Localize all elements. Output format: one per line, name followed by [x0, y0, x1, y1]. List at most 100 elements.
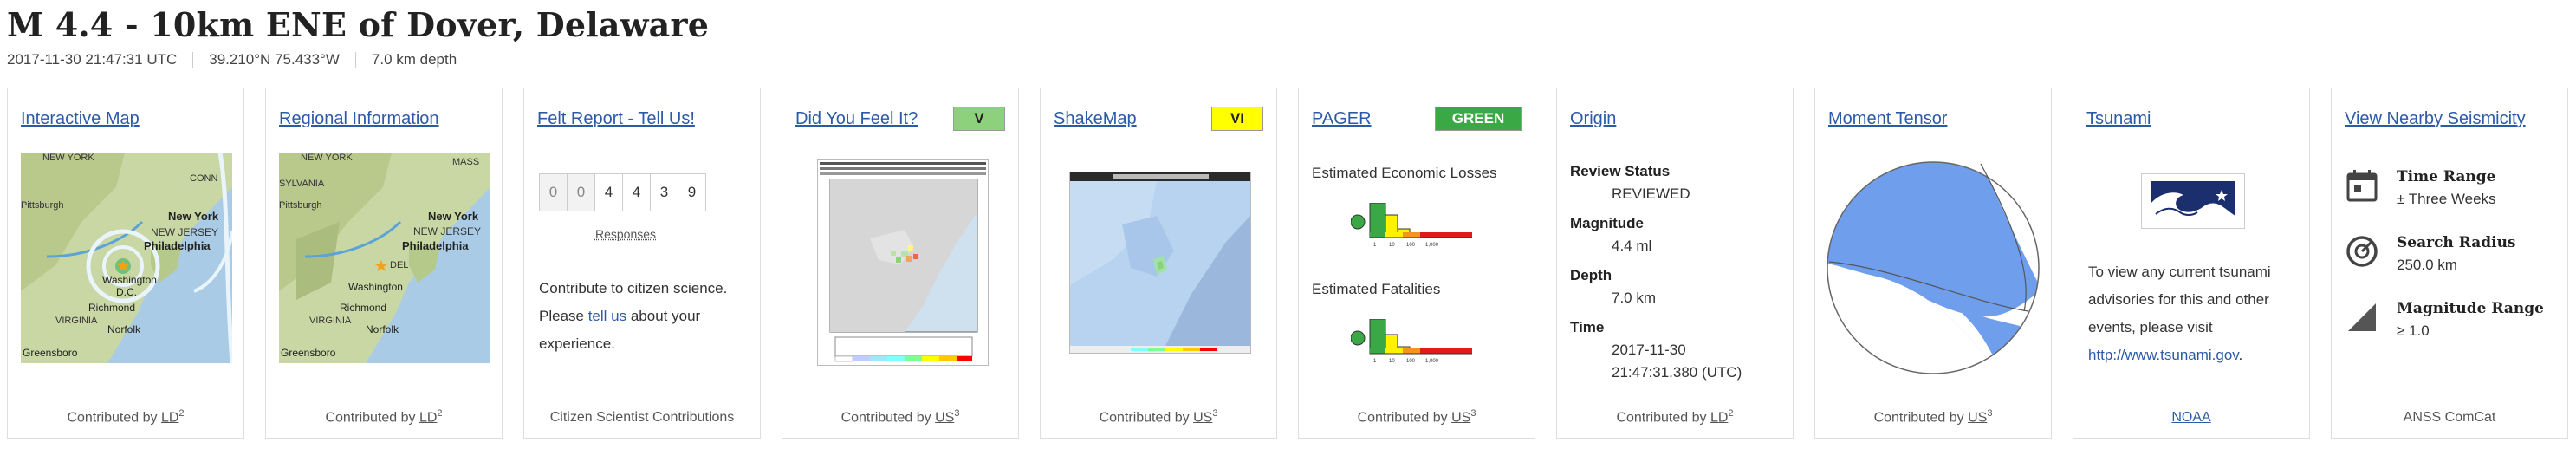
time-range-item: Time Range ± Three Weeks: [2345, 168, 2559, 208]
map-label: CONN: [190, 173, 218, 184]
map-label: Norfolk: [366, 323, 399, 335]
map-label: Greensboro: [23, 347, 78, 359]
svg-text:1: 1: [1373, 243, 1377, 248]
interactive-map-thumbnail[interactable]: NEW YORK CONN Pittsburgh New York NEW JE…: [21, 153, 232, 363]
map-label: MASS: [452, 157, 480, 167]
contributed-by: Contributed by LD2: [1616, 407, 1734, 425]
counter-digit: 0: [568, 174, 595, 211]
tsunami-link[interactable]: Tsunami: [2086, 108, 2151, 128]
anss-comcat-footer: ANSS ComCat: [2403, 410, 2496, 425]
counter-digit: 4: [595, 174, 623, 211]
contributed-by: Contributed by LD2: [325, 407, 443, 425]
moment-tensor-link[interactable]: Moment Tensor: [1828, 108, 1948, 128]
counter-digit: 0: [540, 174, 568, 211]
time-range-label: Time Range: [2397, 168, 2496, 185]
regional-information-link[interactable]: Regional Information: [279, 108, 439, 128]
map-label: Richmond: [88, 302, 136, 314]
fatalities-histogram: 1 10 100 1,000: [1351, 319, 1472, 364]
contributor-link[interactable]: US: [1193, 410, 1213, 425]
card-origin: Origin Review Status REVIEWED Magnitude …: [1556, 88, 1794, 439]
search-radius-value: 250.0 km: [2397, 257, 2457, 273]
origin-link[interactable]: Origin: [1570, 108, 1617, 128]
map-label: Washington: [348, 281, 403, 293]
depth-value: 7.0 km: [1612, 290, 1657, 306]
event-depth: 7.0 km depth: [354, 52, 472, 68]
tell-us-link[interactable]: tell us: [587, 308, 627, 324]
map-label: New York: [168, 210, 219, 223]
search-radius-item: Search Radius 250.0 km: [2345, 234, 2559, 274]
svg-text:10: 10: [1389, 243, 1395, 248]
map-label: NEW YORK: [301, 153, 353, 163]
contributor-link[interactable]: US: [935, 410, 955, 425]
map-label: Pittsburgh: [21, 200, 64, 211]
card-nearby-seismicity: View Nearby Seismicity Time Range ± Thre…: [2331, 88, 2568, 439]
noaa-link[interactable]: NOAA: [2171, 410, 2211, 425]
event-time: 2017-11-30 21:47:31 UTC: [7, 51, 178, 68]
felt-report-text: Contribute to citizen science. Please te…: [539, 280, 728, 352]
intensity-badge: V: [953, 107, 1005, 131]
contributor-link[interactable]: US: [1968, 410, 1988, 425]
felt-report-link[interactable]: Felt Report - Tell Us!: [537, 108, 695, 128]
response-counter: 0 0 4 4 3 9: [539, 173, 706, 211]
nearby-seismicity-link[interactable]: View Nearby Seismicity: [2345, 108, 2526, 128]
map-label: New York: [428, 210, 479, 223]
contributor-link[interactable]: LD: [1710, 410, 1729, 425]
map-label: D.C.: [116, 286, 137, 298]
map-label: VIRGINIA: [309, 316, 352, 326]
svg-text:1: 1: [1373, 359, 1377, 364]
dyfi-link[interactable]: Did You Feel It?: [795, 108, 918, 128]
magnitude-label: Magnitude: [1570, 215, 1644, 231]
map-label: Pittsburgh: [279, 200, 322, 211]
svg-text:1,000: 1,000: [1425, 243, 1439, 248]
calendar-icon: [2346, 170, 2378, 202]
tsunami-gov-link[interactable]: http://www.tsunami.gov: [2088, 347, 2239, 363]
svg-text:100: 100: [1406, 243, 1416, 248]
counter-digit: 4: [623, 174, 651, 211]
dyfi-intensity-map[interactable]: [817, 159, 989, 366]
counter-digit: 9: [687, 184, 697, 200]
noaa-footer: NOAA: [2073, 410, 2309, 426]
card-dyfi: Did You Feel It? V: [782, 88, 1019, 439]
economic-losses-label: Estimated Economic Losses: [1312, 165, 1497, 181]
contributed-by: Contributed by US3: [1873, 407, 1993, 425]
time-clock: 21:47:31.380 (UTC): [1612, 364, 1742, 381]
magnitude-range-label: Magnitude Range: [2397, 300, 2544, 317]
interactive-map-link[interactable]: Interactive Map: [21, 108, 140, 128]
card-felt-report: Felt Report - Tell Us! 0 0 4 4 3 9 Respo…: [523, 88, 761, 439]
map-label: Richmond: [340, 302, 387, 314]
map-label: NEW JERSEY: [151, 226, 219, 238]
map-label: NEW YORK: [42, 153, 94, 163]
card-interactive-map: Interactive Map NEW YORK CONN Pittsburgh…: [7, 88, 244, 439]
shakemap-thumbnail[interactable]: [1069, 172, 1251, 354]
regional-map-thumbnail[interactable]: NEW YORK MASS Pittsburgh New York NEW JE…: [279, 153, 490, 363]
contributor-link[interactable]: LD: [419, 410, 438, 425]
origin-details: Review Status REVIEWED Magnitude 4.4 ml …: [1570, 163, 1784, 381]
time-range-value: ± Three Weeks: [2397, 191, 2496, 207]
responses-label: Responses: [594, 227, 657, 241]
card-regional-information: Regional Information NEW YORK MASS Pitts…: [265, 88, 503, 439]
beachball-diagram[interactable]: [1825, 159, 2041, 376]
contributed-by: Contributed by US3: [1357, 407, 1476, 425]
depth-label: Depth: [1570, 267, 1612, 283]
map-label: NEW JERSEY: [413, 225, 482, 238]
map-label: Washington: [102, 274, 157, 286]
map-label: Norfolk: [107, 323, 141, 335]
time-label: Time: [1570, 319, 1605, 335]
shakemap-link[interactable]: ShakeMap: [1054, 108, 1137, 128]
contributed-by: Contributed by LD2: [67, 407, 185, 425]
contributor-link[interactable]: US: [1451, 410, 1471, 425]
map-label: Philadelphia: [144, 239, 211, 252]
contributor-link[interactable]: LD: [160, 410, 179, 425]
map-label: Philadelphia: [402, 239, 469, 252]
event-location: 39.210°N 75.433°W: [192, 52, 355, 68]
card-shakemap: ShakeMap VI Contributed by US3: [1040, 88, 1277, 439]
time-date: 2017-11-30: [1612, 342, 1686, 358]
pager-link[interactable]: PAGER: [1312, 108, 1372, 128]
event-meta: 2017-11-30 21:47:31 UTC 39.210°N 75.433°…: [7, 52, 472, 68]
card-moment-tensor: Moment Tensor Contributed by US3: [1814, 88, 2052, 439]
map-label: Greensboro: [281, 347, 336, 359]
search-radius-label: Search Radius: [2397, 234, 2516, 251]
review-status-label: Review Status: [1570, 163, 1671, 179]
magnitude-range-item: Magnitude Range ≥ 1.0: [2345, 300, 2559, 340]
card-tsunami: Tsunami To view any current tsunami advi…: [2073, 88, 2310, 439]
